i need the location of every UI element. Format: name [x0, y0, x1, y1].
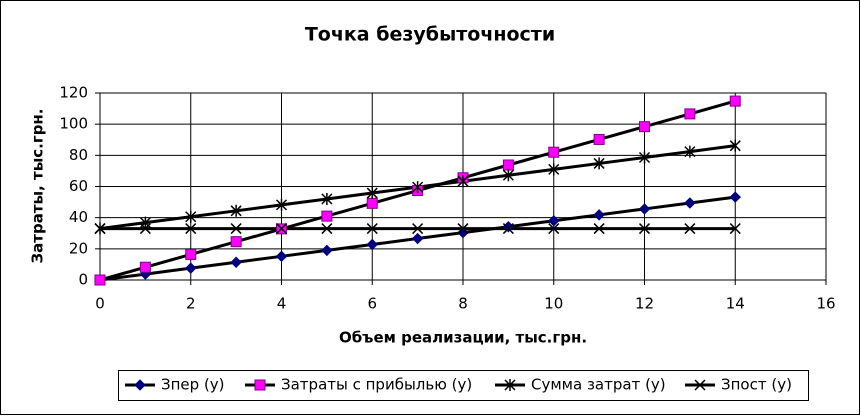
x-tick-label: 10 — [544, 295, 563, 313]
y-tick-label: 120 — [59, 84, 88, 102]
marker-star — [548, 163, 560, 176]
marker-square — [230, 236, 242, 248]
marker-x — [230, 223, 242, 235]
marker-x — [684, 223, 696, 235]
marker-star — [638, 151, 651, 164]
y-tick-label: 100 — [59, 115, 88, 133]
marker-star — [593, 157, 605, 170]
marker-diamond — [230, 256, 242, 268]
marker-star — [457, 175, 469, 188]
marker-star — [502, 169, 514, 182]
y-tick-label: 80 — [69, 146, 88, 164]
marker-square — [593, 133, 605, 145]
marker-star — [185, 210, 197, 223]
x-tick-label: 4 — [277, 295, 287, 313]
marker-star — [230, 204, 242, 217]
marker-square — [94, 274, 106, 286]
marker-x — [366, 223, 378, 235]
marker-x — [94, 223, 106, 235]
y-tick-label: 0 — [78, 271, 88, 289]
marker-square — [321, 210, 333, 222]
marker-x — [638, 223, 651, 235]
marker-x — [593, 223, 605, 235]
y-tick-label: 60 — [69, 177, 88, 195]
marker-x — [457, 223, 469, 235]
marker-star — [412, 181, 424, 194]
x-tick-label: 8 — [458, 295, 468, 313]
marker-x — [548, 223, 560, 235]
marker-x — [321, 223, 333, 235]
x-tick-label: 6 — [367, 295, 377, 313]
marker-x — [729, 223, 741, 235]
marker-diamond — [321, 244, 333, 257]
marker-square — [684, 108, 696, 120]
marker-diamond — [185, 262, 197, 274]
legend-label: Зпост (y) — [721, 376, 792, 394]
x-tick-label: 12 — [635, 295, 654, 313]
marker-star — [729, 139, 741, 152]
marker-diamond — [134, 379, 146, 391]
marker-star — [321, 192, 333, 205]
marker-square — [729, 95, 741, 107]
marker-square — [366, 197, 378, 209]
chart-title: Точка безубыточности — [305, 24, 555, 46]
marker-diamond — [593, 209, 605, 221]
marker-star — [366, 187, 378, 200]
marker-square — [548, 146, 560, 158]
marker-x — [275, 223, 288, 235]
marker-square — [502, 159, 514, 171]
legend-label: Сумма затрат (y) — [531, 376, 666, 394]
marker-square — [139, 261, 151, 273]
marker-diamond — [411, 232, 424, 245]
x-tick-label: 16 — [816, 295, 835, 313]
y-axis-label: Затраты, тыс.грн. — [29, 109, 47, 264]
marker-square — [639, 121, 650, 133]
marker-x — [139, 223, 151, 235]
legend-label: Затраты с прибылью (y) — [281, 376, 472, 394]
legend-label: Зпер (y) — [161, 376, 225, 394]
marker-diamond — [275, 250, 288, 263]
marker-diamond — [548, 215, 560, 227]
marker-star — [684, 145, 696, 158]
marker-diamond — [729, 191, 741, 203]
marker-star — [275, 198, 288, 211]
marker-x — [694, 379, 706, 391]
x-tick-label: 14 — [726, 295, 745, 313]
y-tick-label: 40 — [69, 208, 88, 226]
marker-diamond — [366, 238, 378, 251]
marker-x — [502, 223, 514, 235]
marker-x — [412, 223, 424, 235]
x-tick-label: 0 — [95, 295, 105, 313]
x-tick-label: 2 — [186, 295, 196, 313]
marker-square — [185, 248, 197, 260]
y-tick-label: 20 — [69, 239, 88, 257]
marker-diamond — [684, 197, 696, 209]
marker-x — [185, 223, 197, 235]
marker-square — [254, 379, 266, 391]
marker-star — [504, 379, 516, 391]
x-axis-label: Объем реализации, тыс.грн. — [339, 329, 587, 347]
marker-diamond — [638, 203, 651, 215]
